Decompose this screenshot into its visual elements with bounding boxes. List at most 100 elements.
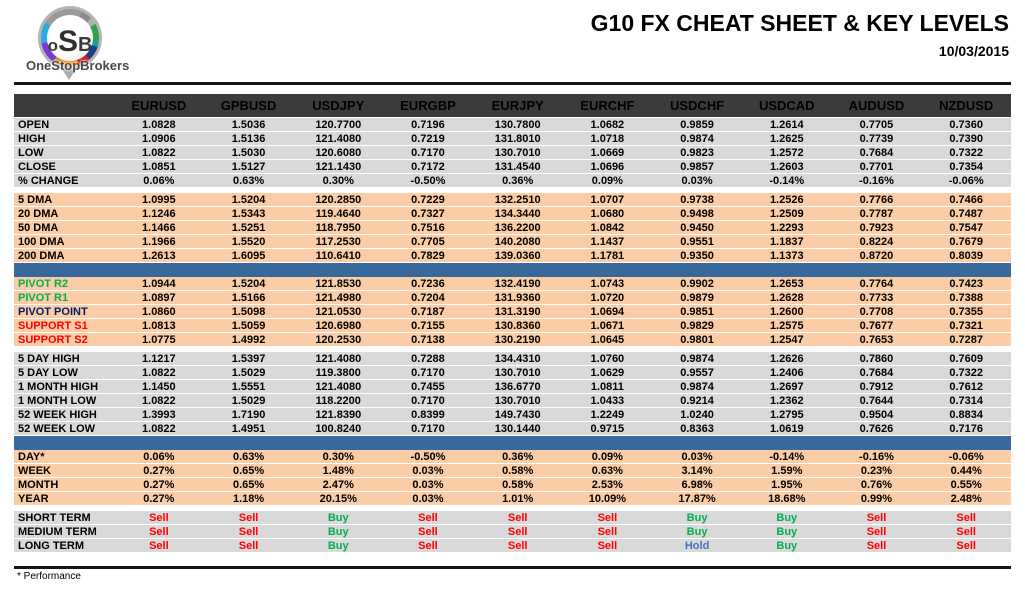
row-label: WEEK — [18, 464, 51, 477]
row-label: 1 MONTH LOW — [18, 394, 97, 407]
value-cell: 1.6095 — [231, 249, 266, 262]
value-cell: 120.2850 — [315, 193, 362, 206]
value-cell: 0.99% — [860, 492, 893, 505]
logo-letter: B — [77, 34, 93, 56]
value-cell: 1.0433 — [590, 394, 625, 407]
value-cell: 0.8399 — [411, 408, 445, 421]
value-cell: 121.4080 — [315, 380, 362, 393]
table-row-52-week-high: 52 WEEK HIGH 1.3993 1.7190 121.8390 0.8399 14… — [14, 408, 1011, 422]
value-cell: -0.16% — [859, 450, 894, 463]
row-label: DAY* — [18, 450, 45, 463]
value-cell: 131.9360 — [494, 291, 541, 304]
value-cell: 0.7547 — [949, 221, 983, 234]
value-cell: 0.9851 — [680, 305, 714, 318]
value-cell: 1.2362 — [769, 394, 804, 407]
value-cell: 1.2653 — [769, 277, 804, 290]
column-header: USDCHF — [669, 98, 725, 113]
value-cell: 0.7322 — [949, 146, 983, 159]
value-cell: 1.1246 — [142, 207, 176, 220]
value-cell: 1.0760 — [590, 352, 625, 365]
value-cell: 1.1966 — [142, 235, 176, 248]
value-cell: 1.2697 — [769, 380, 804, 393]
value-cell: 0.7172 — [411, 160, 445, 173]
table-row-pivot-point: PIVOT POINT 1.0860 1.5098 121.0530 0.7187 131… — [14, 305, 1011, 319]
column-header: AUDUSD — [848, 98, 905, 113]
value-cell: 1.5036 — [231, 118, 266, 131]
value-cell: 0.7787 — [859, 207, 894, 220]
value-cell: 0.9902 — [680, 277, 714, 290]
value-cell: 1.0842 — [590, 221, 625, 234]
signal-cell: Sell — [866, 539, 887, 552]
value-cell: 120.6980 — [315, 319, 362, 332]
value-cell: 1.0944 — [142, 277, 176, 290]
value-cell: 1.2572 — [769, 146, 804, 159]
value-cell: 0.65% — [232, 464, 265, 477]
value-cell: 0.7314 — [949, 394, 983, 407]
value-cell: 10.09% — [588, 492, 627, 505]
signal-cell: Sell — [956, 525, 976, 538]
value-cell: 0.23% — [860, 464, 893, 477]
value-cell: 0.36% — [502, 174, 534, 187]
value-cell: 1.2526 — [769, 193, 804, 206]
value-cell: 1.2509 — [769, 207, 804, 220]
section-divider-bar — [14, 436, 1011, 450]
value-cell: 17.87% — [678, 492, 716, 505]
signal-cell: Hold — [684, 539, 710, 552]
row-label: LOW — [18, 146, 44, 159]
table-row-1-month-high: 1 MONTH HIGH 1.1450 1.5551 121.4080 0.7455 13… — [14, 380, 1011, 394]
value-cell: 0.7612 — [949, 380, 983, 393]
value-cell: 1.0669 — [590, 146, 625, 159]
value-cell: 130.7800 — [494, 118, 541, 131]
value-cell: 121.0530 — [315, 305, 362, 318]
row-label: YEAR — [18, 492, 49, 505]
value-cell: 1.3993 — [142, 408, 176, 421]
value-cell: 1.2249 — [590, 408, 625, 421]
value-cell: 1.2406 — [769, 366, 804, 379]
value-cell: 132.4190 — [494, 277, 541, 290]
value-cell: 0.7196 — [411, 118, 445, 131]
row-label: MONTH — [18, 478, 59, 491]
table-row-52-week-low: 52 WEEK LOW 1.0822 1.4951 100.8240 0.7170 130… — [14, 422, 1011, 436]
value-cell: 1.0682 — [590, 118, 625, 131]
value-cell: 0.9829 — [680, 319, 714, 332]
value-cell: 2.48% — [950, 492, 982, 505]
value-cell: 1.1781 — [590, 249, 625, 262]
value-cell: 120.6080 — [315, 146, 362, 159]
value-cell: 117.2530 — [315, 235, 361, 248]
value-cell: 1.5204 — [231, 277, 266, 290]
column-header: USDJPY — [312, 98, 365, 113]
value-cell: 1.2614 — [769, 118, 804, 131]
value-cell: 1.0645 — [590, 333, 625, 346]
column-header: EURGBP — [400, 98, 456, 113]
column-header: EURJPY — [491, 98, 544, 113]
value-cell: -0.50% — [410, 174, 446, 187]
value-cell: 1.95% — [771, 478, 803, 491]
value-cell: 1.4951 — [231, 422, 266, 435]
value-cell: 1.5029 — [231, 394, 266, 407]
value-cell: 1.2628 — [769, 291, 804, 304]
header-text-block: G10 FX CHEAT SHEET & KEY LEVELS 10/03/20… — [176, 6, 1009, 59]
value-cell: 0.7321 — [949, 319, 983, 332]
table-row-short-term: SHORT TERM Sell Sell Buy Sell Sell Sell Buy Buy S… — [14, 511, 1011, 525]
table-row-pivot-r2: PIVOT R2 1.0944 1.5204 121.8530 0.7236 132.41… — [14, 277, 1011, 291]
value-cell: 1.2625 — [769, 132, 804, 145]
value-cell: 130.7010 — [494, 146, 541, 159]
value-cell: 1.1466 — [142, 221, 176, 234]
performance-footnote: * Performance — [17, 571, 81, 582]
row-label: 100 DMA — [18, 235, 65, 248]
value-cell: 0.44% — [950, 464, 982, 477]
table-row-month: MONTH 0.27% 0.65% 2.47% 0.03% 0.58% 2.53% 6.98%… — [14, 478, 1011, 492]
value-cell: 1.1450 — [142, 380, 176, 393]
table-row-long-term: LONG TERM Sell Sell Buy Sell Sell Sell Hold Buy S… — [14, 539, 1011, 553]
value-cell: 0.7701 — [859, 160, 894, 173]
value-cell: 1.01% — [502, 492, 534, 505]
value-cell: 1.0906 — [142, 132, 176, 145]
value-cell: 1.5136 — [231, 132, 266, 145]
value-cell: 1.2603 — [769, 160, 804, 173]
value-cell: 120.7700 — [315, 118, 362, 131]
signal-cell: Sell — [418, 511, 438, 524]
value-cell: 131.3190 — [494, 305, 541, 318]
value-cell: 131.8010 — [494, 132, 541, 145]
